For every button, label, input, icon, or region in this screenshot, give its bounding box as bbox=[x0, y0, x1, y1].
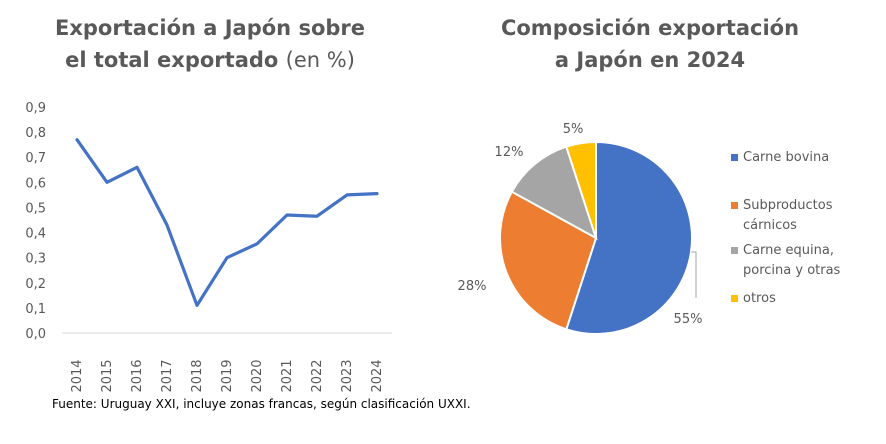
x-tick-label: 2014 bbox=[70, 359, 85, 392]
legend-label-subproductos: Subproductos cárnicos bbox=[743, 198, 833, 233]
x-tick-label: 2020 bbox=[250, 359, 265, 392]
y-tick-label: 0,9 bbox=[25, 101, 46, 116]
x-tick-label: 2022 bbox=[310, 359, 325, 392]
x-tick-label: 2017 bbox=[160, 359, 175, 392]
pie-chart-title: Composición exportación a Japón en 2024 bbox=[470, 12, 830, 76]
legend-label-carne-bovina: Carne bovina bbox=[743, 150, 830, 165]
source-note: Fuente: Uruguay XXI, incluye zonas franc… bbox=[52, 397, 471, 411]
y-tick-label: 0,7 bbox=[25, 151, 46, 166]
pie-chart-title-line2: a Japón en 2024 bbox=[554, 48, 746, 72]
x-tick-label: 2023 bbox=[340, 359, 355, 392]
pie-slice bbox=[510, 145, 598, 241]
line-chart-title-line2: el total exportado (en %) bbox=[30, 44, 390, 76]
x-tick-label: 2016 bbox=[130, 359, 145, 392]
pie-data-label: 5% bbox=[563, 122, 584, 137]
series-line bbox=[75, 138, 379, 307]
pie-slice bbox=[499, 190, 598, 331]
pie-chart-title-line1: Composición exportación bbox=[500, 16, 800, 40]
line-chart-title-line1: Exportación a Japón sobre bbox=[55, 16, 365, 40]
y-tick-label: 0,6 bbox=[25, 176, 46, 191]
line-chart-series bbox=[75, 138, 379, 307]
y-tick-label: 0,1 bbox=[25, 302, 46, 317]
line-chart-title-main: el total exportado bbox=[65, 48, 279, 72]
x-tick-label: 2019 bbox=[220, 359, 235, 392]
legend-swatch-subproductos bbox=[731, 202, 738, 209]
y-tick-label: 0,5 bbox=[25, 201, 46, 216]
line-chart: 0,0 0,1 0,2 0,3 0,4 0,5 0,6 0,7 0,8 0,9 2014 2015 20… bbox=[25, 101, 392, 393]
x-tick-label: 2024 bbox=[370, 359, 385, 392]
pie-leader-line bbox=[691, 251, 697, 298]
line-chart-title: Exportación a Japón sobre el total expor… bbox=[30, 12, 390, 76]
legend-label-otros: otros bbox=[743, 291, 776, 306]
pie-slice bbox=[565, 140, 693, 335]
y-tick-label: 0,8 bbox=[25, 126, 46, 141]
x-tick-label: 2018 bbox=[190, 359, 205, 392]
line-chart-title-suffix: (en %) bbox=[285, 48, 355, 72]
pie-chart-labels: 55% 28% 12% 5% bbox=[458, 122, 703, 327]
y-tick-label: 0,4 bbox=[25, 227, 46, 242]
legend-swatch-carne-bovina bbox=[731, 154, 738, 161]
pie-data-label: 12% bbox=[495, 145, 524, 160]
y-tick-label: 0,3 bbox=[25, 252, 46, 267]
pie-data-label: 55% bbox=[674, 312, 703, 327]
line-chart-axes: 0,0 0,1 0,2 0,3 0,4 0,5 0,6 0,7 0,8 0,9 2014 2015 20… bbox=[25, 101, 392, 393]
pie-chart-slices bbox=[499, 140, 693, 335]
legend-swatch-carne-equina bbox=[731, 247, 738, 254]
x-tick-label: 2015 bbox=[100, 359, 115, 392]
y-tick-label: 0,0 bbox=[25, 327, 46, 342]
pie-chart: 55% 28% 12% 5% bbox=[458, 122, 703, 335]
legend-swatch-otros bbox=[731, 295, 738, 302]
pie-slice bbox=[565, 140, 597, 239]
y-tick-label: 0,2 bbox=[25, 277, 46, 292]
legend-label-carne-equina: Carne equina, porcina y otras bbox=[743, 243, 841, 278]
pie-data-label: 28% bbox=[458, 279, 487, 294]
x-tick-label: 2021 bbox=[280, 359, 295, 392]
